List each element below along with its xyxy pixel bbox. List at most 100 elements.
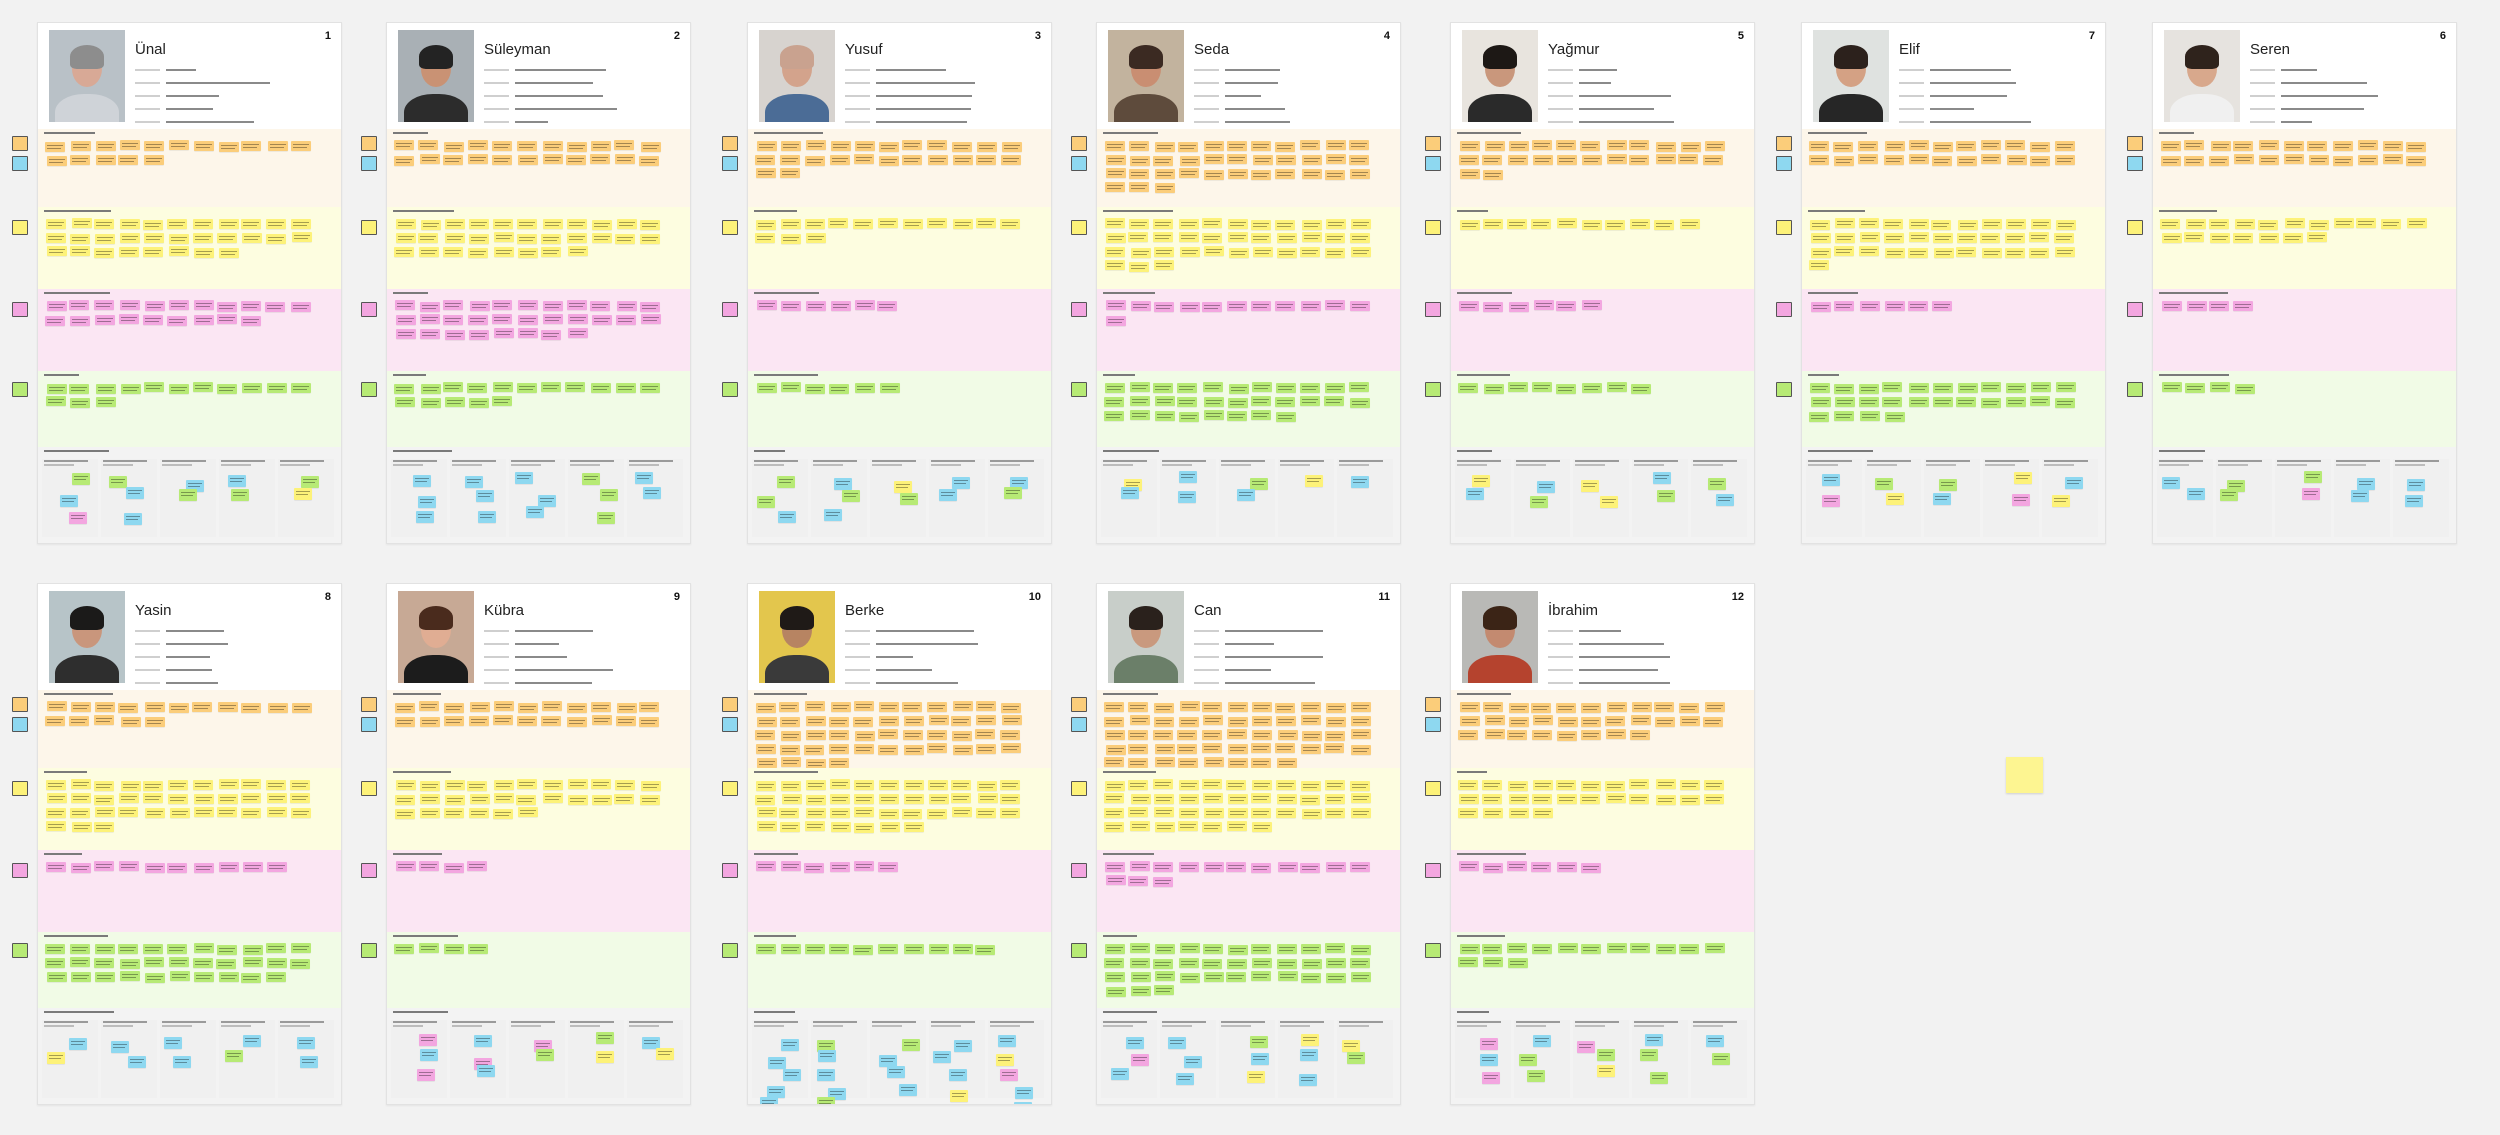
sticky-note[interactable] [493,701,514,712]
sticky-note[interactable] [242,957,263,968]
sticky-note[interactable] [1152,232,1173,243]
sticky-note[interactable] [492,218,513,229]
sticky-note[interactable] [818,1049,837,1062]
sticky-note[interactable] [1532,1035,1551,1048]
sticky-note[interactable] [1277,958,1298,969]
sticky-note[interactable] [218,219,239,230]
sticky-note[interactable] [1703,794,1724,805]
sticky-note[interactable] [1184,1056,1203,1069]
sticky-note[interactable] [1275,396,1296,407]
sticky-note[interactable] [469,233,490,244]
sticky-note[interactable] [1874,478,1893,491]
sticky-note[interactable] [94,233,115,244]
sticky-note[interactable] [1251,808,1272,819]
sticky-note[interactable] [69,300,90,311]
sticky-note[interactable] [1558,943,1579,954]
sticky-note[interactable] [242,862,263,873]
sticky-note[interactable] [1252,247,1273,258]
sticky-note[interactable] [46,793,67,804]
sticky-note[interactable] [1179,972,1200,983]
sticky-note[interactable] [169,233,190,244]
sticky-note[interactable] [1228,716,1249,727]
sticky-note[interactable] [216,807,237,818]
sticky-note[interactable] [806,779,827,790]
sticky-note[interactable] [300,476,319,489]
sticky-note[interactable] [167,793,188,804]
sticky-note[interactable] [1580,794,1601,805]
sticky-note[interactable] [266,793,287,804]
sticky-note[interactable] [1250,140,1271,151]
sticky-note[interactable] [241,702,262,713]
sticky-note[interactable] [1179,301,1200,312]
sticky-note[interactable] [467,247,488,258]
sticky-note[interactable] [2307,232,2328,242]
sticky-note[interactable] [517,315,538,326]
persona-board[interactable]: 10 Berke [747,583,1052,1105]
sticky-note[interactable] [817,1040,836,1053]
sticky-note[interactable] [217,301,238,312]
sticky-note[interactable] [1154,301,1175,312]
sticky-note[interactable] [1153,779,1174,790]
sticky-note[interactable] [1105,141,1125,152]
sticky-note[interactable] [639,716,660,727]
sticky-note[interactable] [777,511,796,524]
sticky-note[interactable] [1458,793,1479,804]
sticky-note[interactable] [756,716,777,727]
sticky-note[interactable] [445,397,466,408]
sticky-note[interactable] [1459,141,1480,152]
sticky-note[interactable] [69,808,90,819]
legend-sticky-key[interactable] [1071,302,1087,317]
sticky-note[interactable] [2029,247,2050,258]
legend-sticky-key[interactable] [361,220,377,235]
sticky-note[interactable] [144,808,165,819]
sticky-note[interactable] [853,794,874,805]
sticky-note[interactable] [927,218,948,229]
sticky-note[interactable] [2160,218,2181,229]
sticky-note[interactable] [591,715,612,726]
sticky-note[interactable] [1704,943,1725,954]
sticky-note[interactable] [1908,382,1929,393]
sticky-note[interactable] [2030,141,2051,152]
sticky-note[interactable] [817,1096,836,1104]
sticky-note[interactable] [1656,490,1675,503]
sticky-note[interactable] [1228,247,1249,258]
sticky-note[interactable] [1556,780,1577,791]
sticky-note[interactable] [144,233,165,243]
sticky-note[interactable] [292,232,313,243]
sticky-note[interactable] [1201,301,1222,312]
sticky-note[interactable] [2259,140,2280,151]
sticky-note[interactable] [1252,382,1273,393]
sticky-note[interactable] [1506,730,1527,741]
sticky-note[interactable] [1507,780,1528,791]
sticky-note[interactable] [1252,822,1273,833]
sticky-note[interactable] [1251,958,1272,969]
legend-sticky-key[interactable] [1071,717,1087,732]
sticky-note[interactable] [640,141,661,152]
sticky-note[interactable] [291,301,312,312]
sticky-note[interactable] [1178,757,1199,768]
sticky-note[interactable] [1909,154,1930,165]
sticky-note[interactable] [1483,218,1504,229]
sticky-note[interactable] [1104,383,1125,394]
sticky-note[interactable] [1153,807,1174,818]
sticky-note[interactable] [1226,958,1247,969]
sticky-note[interactable] [1177,382,1198,393]
sticky-note[interactable] [127,1056,146,1069]
sticky-note[interactable] [118,247,139,258]
sticky-note[interactable] [119,958,140,969]
legend-sticky-key[interactable] [1776,156,1792,171]
sticky-note[interactable] [767,1086,786,1099]
legend-sticky-key[interactable] [1425,717,1441,732]
sticky-note[interactable] [830,821,851,832]
sticky-note[interactable] [1154,702,1175,713]
sticky-note[interactable] [803,862,824,873]
persona-board[interactable]: 8 Yasin [37,583,342,1105]
legend-sticky-key[interactable] [722,863,738,878]
legend-sticky-key[interactable] [1776,382,1792,397]
sticky-note[interactable] [1204,246,1225,257]
sticky-note[interactable] [1104,807,1125,818]
sticky-note[interactable] [1833,246,1854,257]
sticky-note[interactable] [828,743,849,754]
sticky-note[interactable] [1226,779,1246,790]
sticky-note[interactable] [71,793,92,804]
